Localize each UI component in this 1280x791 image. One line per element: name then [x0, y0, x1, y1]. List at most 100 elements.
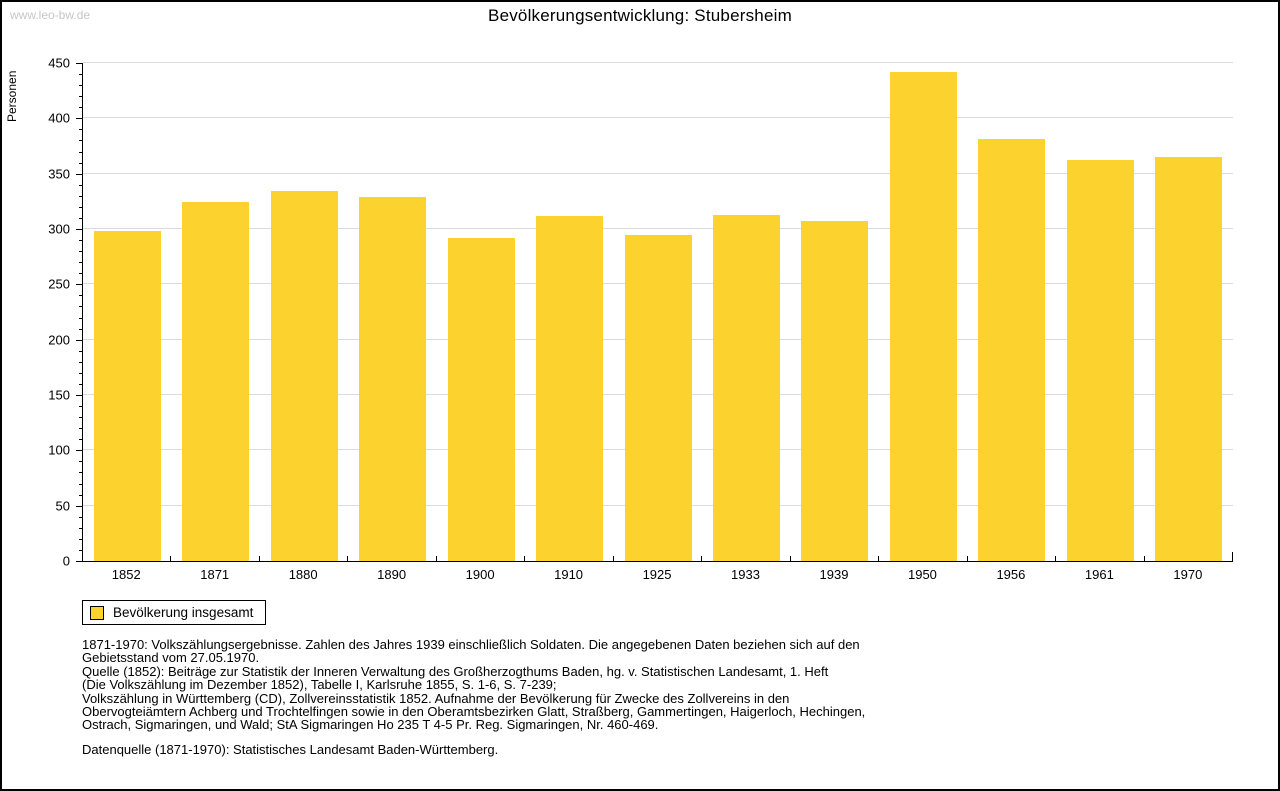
y-axis-tick [76, 284, 82, 286]
datasource-line: Datenquelle (1871-1970): Statistisches L… [82, 742, 499, 757]
bar-1880 [270, 191, 338, 561]
y-axis-label: Personen [5, 70, 19, 122]
y-axis-tick [79, 461, 82, 463]
x-axis-label-1933: 1933 [731, 567, 760, 582]
gridline-300 [83, 228, 1233, 229]
y-axis-tick [76, 450, 82, 452]
bar-slot-1933 [702, 63, 790, 561]
footnote-line: Quelle (1852): Beiträge zur Statistik de… [82, 663, 829, 679]
x-axis-tick [1055, 556, 1056, 561]
bar-slot-1890 [348, 63, 436, 561]
bar-slot-1970 [1145, 63, 1233, 561]
bar-slot-1910 [525, 63, 613, 561]
x-axis-label-1939: 1939 [819, 567, 849, 582]
bar-series [83, 63, 1233, 561]
bar-slot-1950 [879, 63, 967, 561]
y-axis-tick [79, 129, 82, 131]
x-axis-label-1880: 1880 [288, 567, 318, 582]
y-axis-tick-label: 150 [48, 387, 70, 403]
footnote-line: Volkszählung in Württemberg (CD), Zollve… [82, 690, 790, 706]
y-axis-tick [76, 63, 82, 64]
y-axis-tick [79, 206, 82, 208]
y-axis-tick-label: 400 [48, 110, 70, 126]
y-axis-tick [79, 217, 82, 219]
y-axis-tick [79, 350, 82, 352]
bar-slot-1961 [1056, 63, 1144, 561]
x-axis-tick [790, 556, 791, 561]
y-axis-tick [79, 428, 82, 430]
x-axis-tick [701, 556, 702, 561]
footnote-line: Gebietsstand vom 27.05.1970. [82, 650, 260, 666]
y-axis-ticks [76, 63, 82, 562]
y-axis-tick [79, 472, 82, 474]
y-axis-tick-label: 200 [48, 332, 70, 348]
y-axis-tick [79, 107, 82, 109]
gridline-400 [83, 117, 1233, 119]
y-axis-tick [79, 85, 82, 87]
y-axis-tick [76, 118, 82, 120]
y-axis-tick [79, 383, 82, 385]
x-axis-label-1871: 1871 [200, 567, 230, 582]
bar-slot-1852 [83, 63, 171, 561]
x-axis-tick [613, 556, 614, 561]
y-axis-tick [76, 173, 82, 175]
y-axis-tick [76, 229, 82, 230]
x-axis-tick [1144, 556, 1145, 561]
bar-1950 [889, 71, 957, 561]
y-axis-tick [79, 96, 82, 98]
footnote-line: Ostrach, Sigmaringen, und Wald; StA Sigm… [82, 717, 659, 733]
gridline-450 [83, 62, 1233, 63]
y-axis-tick [76, 505, 82, 507]
bar-1956 [978, 139, 1046, 561]
y-axis-tick-label: 250 [48, 276, 70, 292]
bar-slot-1956 [968, 63, 1056, 561]
y-axis-tick [79, 240, 82, 242]
x-axis-tick [524, 556, 525, 561]
legend: Bevölkerung insgesamt [82, 600, 267, 625]
y-axis-tick [76, 561, 82, 562]
y-axis-tick [76, 339, 82, 341]
bar-1871 [182, 202, 250, 561]
x-axis-label-1956: 1956 [996, 567, 1026, 582]
y-axis-tick [79, 273, 82, 275]
x-axis-label-1950: 1950 [907, 567, 937, 582]
x-axis-label-1890: 1890 [377, 567, 407, 582]
y-axis-tick-label: 350 [48, 166, 70, 182]
plot-area [82, 62, 1233, 562]
y-axis-tick [79, 538, 82, 540]
x-axis-tick [1232, 552, 1233, 561]
legend-label: Bevölkerung insgesamt [113, 605, 254, 620]
y-axis-tick [79, 361, 82, 363]
x-axis-tick [436, 556, 437, 561]
y-axis-tick [79, 516, 82, 518]
bar-1933 [713, 214, 781, 561]
bar-1961 [1066, 160, 1134, 561]
y-axis-tick [79, 74, 82, 76]
y-axis-tick [79, 328, 82, 330]
bar-slot-1925 [614, 63, 702, 561]
x-axis-label-1925: 1925 [642, 567, 672, 582]
y-axis-tick-label: 300 [48, 221, 70, 237]
footnote-line: Obervogteiämtern Achberg und Trochtelfin… [82, 704, 866, 720]
bar-1900 [447, 237, 515, 561]
y-axis-tick [79, 406, 82, 408]
bar-slot-1880 [260, 63, 348, 561]
y-axis-tick-label: 50 [55, 498, 70, 514]
y-axis-tick [79, 527, 82, 529]
y-axis-tick [79, 317, 82, 319]
x-axis-label-1961: 1961 [1084, 567, 1114, 582]
y-axis-tick [79, 372, 82, 374]
bar-slot-1871 [171, 63, 259, 561]
x-axis-label-1852: 1852 [111, 567, 141, 582]
y-axis-tick [79, 184, 82, 186]
y-axis-tick [79, 295, 82, 297]
chart-title: Bevölkerungsentwicklung: Stubersheim [488, 6, 792, 25]
bar-1852 [93, 231, 161, 561]
watermark: www.leo-bw.de [10, 8, 91, 22]
y-axis-tick-label: 0 [62, 553, 70, 569]
x-axis-label-1900: 1900 [465, 567, 495, 582]
gridline-350 [83, 172, 1233, 174]
y-axis-tick [79, 306, 82, 308]
bar-1925 [624, 234, 692, 561]
x-axis-labels: 1852 1871 1880 1890 1900 1910 1925 1933 1939 1950… [82, 567, 1232, 582]
